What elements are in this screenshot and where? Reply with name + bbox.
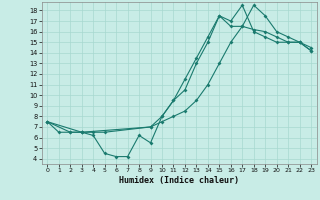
X-axis label: Humidex (Indice chaleur): Humidex (Indice chaleur) [119, 176, 239, 185]
